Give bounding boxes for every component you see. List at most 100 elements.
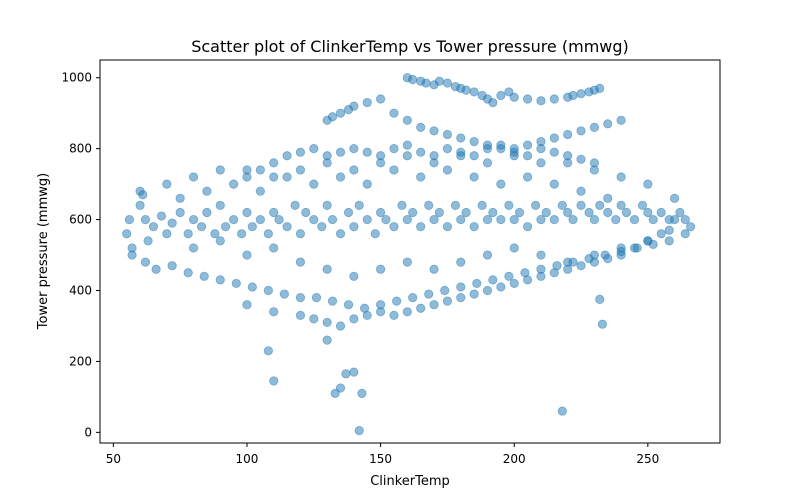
scatter-point (442, 296, 453, 306)
scatter-point (597, 319, 608, 329)
scatter-point (301, 207, 311, 218)
scatter-point (279, 289, 289, 299)
scatter-point (215, 165, 225, 175)
scatter-point (530, 200, 541, 210)
scatter-point (669, 193, 680, 203)
scatter-point (616, 200, 626, 210)
scatter-point (643, 207, 653, 218)
scatter-point (389, 310, 399, 320)
scatter-point (536, 96, 546, 106)
scatter-point (522, 172, 533, 182)
ticks-layer: 50 100 150 200 250 0 200 400 600 800 1000 (61, 71, 659, 466)
scatter-point (375, 94, 386, 104)
scatter-point (127, 250, 137, 260)
scatter-point (429, 151, 439, 161)
scatter-point (341, 369, 351, 379)
scatter-point (469, 87, 479, 97)
scatter-point (202, 207, 212, 218)
scatter-point (563, 129, 573, 140)
scatter-point (140, 214, 151, 225)
scatter-point (541, 207, 551, 218)
scatter-point (370, 229, 380, 239)
scatter-point (456, 133, 466, 143)
scatter-point (434, 207, 444, 218)
scatter-point (402, 257, 412, 267)
scatter-point (349, 314, 359, 324)
scatter-point (188, 172, 199, 182)
scatter-point (643, 236, 653, 246)
scatter-point (536, 250, 546, 260)
scatter-point (568, 214, 578, 225)
scatter-point (215, 275, 225, 285)
scatter-point (375, 151, 386, 161)
scatter-point (595, 83, 605, 93)
scatter-point (616, 115, 626, 125)
scatter-point (122, 229, 132, 239)
scatter-point (311, 292, 322, 303)
scatter-point (335, 229, 346, 239)
scatter-point (295, 229, 306, 239)
scatter-point (496, 90, 506, 101)
scatter-point (402, 307, 412, 317)
scatter-point (522, 275, 533, 285)
scatter-point (362, 214, 372, 225)
scatter-point (629, 243, 640, 253)
scatter-point (584, 207, 594, 218)
scatter-point (576, 186, 586, 196)
scatter-point (603, 193, 613, 203)
scatter-point (242, 172, 252, 182)
scatter-point (442, 165, 453, 175)
scatter-point (549, 94, 559, 104)
scatter-point (389, 144, 399, 154)
scatter-point (389, 165, 399, 175)
plot-frame (99, 59, 721, 444)
x-tick-label: 200 (503, 452, 526, 466)
scatter-point (549, 133, 559, 143)
scatter-point (522, 222, 533, 232)
scatter-point (143, 236, 153, 246)
scatter-point (488, 97, 498, 108)
scatter-point (450, 200, 461, 210)
scatter-point (327, 112, 338, 122)
scatter-point (509, 92, 519, 102)
scatter-point (509, 214, 519, 225)
scatter-point (269, 307, 279, 317)
scatter-point (269, 376, 279, 386)
x-tick-label: 100 (236, 452, 259, 466)
scatter-point (496, 179, 506, 189)
scatter-point (247, 282, 257, 292)
scatter-point (290, 200, 300, 210)
scatter-point (656, 229, 666, 239)
scatter-point (242, 207, 252, 218)
scatter-point (456, 292, 466, 303)
scatter-point (482, 214, 493, 225)
scatter-point (595, 294, 605, 304)
scatter-point (469, 172, 479, 182)
scatter-point (416, 172, 426, 182)
scatter-point (322, 317, 332, 328)
scatter-point (549, 214, 559, 225)
scatter-point (151, 264, 161, 274)
scatter-point (335, 172, 346, 182)
scatter-point (424, 200, 434, 210)
scatter-point (349, 271, 359, 281)
scatter-point (349, 222, 359, 232)
scatter-point (322, 335, 332, 345)
scatter-point (482, 158, 493, 168)
scatter-point (263, 285, 273, 296)
scatter-point (589, 257, 600, 267)
scatter-point (148, 222, 159, 232)
scatter-point (188, 243, 199, 253)
scatter-point (269, 243, 279, 253)
scatter-point (416, 303, 426, 313)
scatter-point (536, 144, 546, 154)
scatter-point (536, 158, 546, 168)
scatter-point (549, 179, 559, 189)
scatter-point (616, 250, 626, 260)
scatter-point (247, 222, 257, 232)
scatter-point (568, 90, 578, 101)
scatter-point (496, 282, 506, 292)
scatter-point (357, 388, 367, 398)
y-tick-label: 600 (69, 213, 92, 227)
chart-title: Scatter plot of ClinkerTemp vs Tower pre… (191, 37, 629, 56)
